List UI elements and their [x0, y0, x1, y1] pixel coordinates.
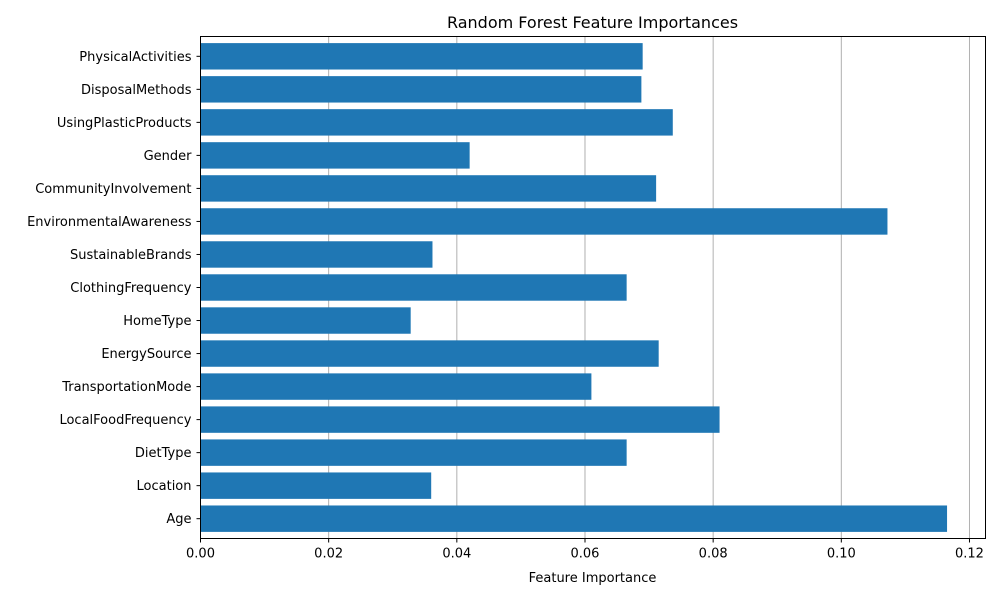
x-tick-label: 0.10: [827, 547, 856, 562]
y-tick-label: UsingPlasticProducts: [57, 116, 192, 131]
chart-title: Random Forest Feature Importances: [447, 13, 738, 32]
y-tick-label: EnvironmentalAwareness: [27, 215, 192, 230]
x-tick-label: 0.12: [955, 547, 984, 562]
x-tick-label: 0.06: [571, 547, 600, 562]
bars: [200, 43, 948, 532]
y-tick-label: HomeType: [123, 314, 191, 329]
bar-energysource: [200, 340, 659, 367]
bar-hometype: [200, 307, 411, 334]
y-tick-label: CommunityInvolvement: [35, 182, 191, 197]
y-tick-label: DisposalMethods: [81, 83, 192, 98]
y-tick-label: PhysicalActivities: [79, 50, 191, 65]
y-tick-label: LocalFoodFrequency: [59, 413, 191, 428]
bar-disposalmethods: [200, 76, 642, 103]
bar-localfoodfrequency: [200, 406, 720, 433]
y-axis-ticks: Age Location DietType LocalFoodFrequency Tra…: [27, 50, 201, 527]
y-tick-label: Age: [166, 512, 191, 527]
x-tick-label: 0.08: [699, 547, 728, 562]
bar-location: [200, 472, 432, 499]
bar-communityinvolvement: [200, 175, 657, 202]
x-axis-label: Feature Importance: [529, 571, 657, 586]
y-tick-label: SustainableBrands: [70, 248, 192, 263]
y-tick-label: DietType: [135, 446, 192, 461]
bar-diettype: [200, 439, 627, 466]
bar-clothingfrequency: [200, 274, 627, 301]
x-tick-label: 0.04: [442, 547, 471, 562]
y-tick-label: ClothingFrequency: [70, 281, 192, 296]
x-tick-label: 0.02: [314, 547, 343, 562]
x-tick-label: 0.00: [186, 547, 215, 562]
bar-physicalactivities: [200, 43, 643, 70]
y-tick-label: TransportationMode: [61, 380, 191, 395]
y-tick-label: Gender: [144, 149, 193, 164]
x-axis-ticks: 0.00 0.02 0.04 0.06 0.08 0.10 0.12: [186, 538, 984, 562]
bar-age: [200, 505, 948, 532]
bar-sustainablebrands: [200, 241, 433, 268]
bar-environmentalawareness: [200, 208, 888, 235]
y-tick-label: EnergySource: [101, 347, 191, 362]
bar-usingplasticproducts: [200, 109, 673, 136]
bar-transportationmode: [200, 373, 592, 400]
y-tick-label: Location: [137, 479, 192, 494]
bar-gender: [200, 142, 470, 169]
